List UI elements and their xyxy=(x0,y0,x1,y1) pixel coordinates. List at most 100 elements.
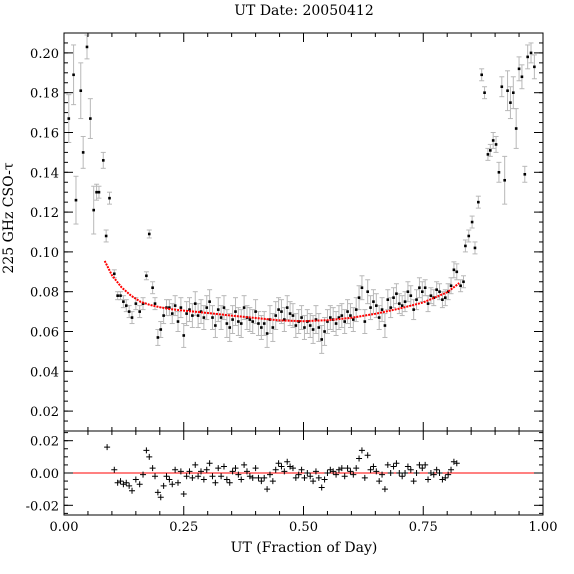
data-point xyxy=(317,326,321,329)
data-point xyxy=(423,286,427,290)
data-point xyxy=(202,316,206,319)
data-point xyxy=(438,290,441,293)
residual-point xyxy=(129,487,136,494)
data-point xyxy=(311,328,315,331)
data-point xyxy=(196,314,200,317)
residual-point xyxy=(149,465,156,472)
data-point xyxy=(340,314,344,317)
residual-point xyxy=(410,478,417,485)
data-point xyxy=(429,294,433,297)
data-point xyxy=(156,336,160,339)
residual-point xyxy=(361,474,368,481)
data-point xyxy=(503,178,506,182)
data-point xyxy=(473,246,477,250)
residual-point xyxy=(292,474,299,481)
data-point xyxy=(271,326,275,329)
data-point xyxy=(97,190,101,194)
residual-point xyxy=(180,491,187,497)
data-point xyxy=(122,300,125,303)
residual-point xyxy=(295,471,302,478)
residual-point xyxy=(436,470,443,476)
data-point xyxy=(526,55,529,59)
data-point xyxy=(173,304,177,307)
data-point xyxy=(459,284,462,288)
residual-point xyxy=(243,468,250,475)
data-point xyxy=(314,318,318,321)
data-point xyxy=(242,306,246,309)
data-point xyxy=(392,296,395,299)
residual-point xyxy=(203,466,210,473)
data-point xyxy=(512,91,515,94)
residual-point xyxy=(163,473,170,480)
residual-point xyxy=(407,466,414,473)
resid-y-tick-label: 0.00 xyxy=(30,467,59,482)
data-point xyxy=(138,310,141,313)
residual-point xyxy=(154,489,161,496)
residual-point xyxy=(402,470,409,476)
main-y-tick-label: 0.06 xyxy=(30,326,59,341)
main-y-tick-label: 0.04 xyxy=(30,365,59,380)
residual-point xyxy=(160,482,167,489)
residual-point xyxy=(379,471,386,478)
data-point xyxy=(162,314,165,317)
data-point xyxy=(415,298,418,301)
data-point xyxy=(228,326,232,329)
data-point xyxy=(509,101,512,104)
residual-point xyxy=(422,461,429,468)
data-point xyxy=(72,73,75,77)
residual-point xyxy=(258,478,265,485)
resid-x-tick-label: 0.50 xyxy=(289,520,318,535)
residual-point xyxy=(132,476,139,483)
data-point xyxy=(369,306,372,309)
data-point xyxy=(294,324,298,327)
data-point xyxy=(418,286,421,290)
residual-point xyxy=(126,482,133,489)
residual-point xyxy=(445,471,452,478)
main-y-tick-label: 0.18 xyxy=(30,87,59,102)
data-point xyxy=(257,322,260,325)
data-point xyxy=(517,67,521,71)
data-point xyxy=(398,302,401,305)
data-point xyxy=(130,316,134,319)
data-point xyxy=(477,200,480,204)
data-point xyxy=(116,294,119,297)
y-axis-label: 225 GHz CSO-τ xyxy=(1,162,17,273)
data-point xyxy=(211,316,214,319)
data-point xyxy=(494,143,498,146)
residual-point xyxy=(381,486,388,493)
data-point xyxy=(375,304,378,307)
data-point xyxy=(449,284,453,288)
data-point xyxy=(483,91,486,94)
residual-point xyxy=(275,460,282,467)
data-point xyxy=(101,159,105,162)
data-point xyxy=(489,149,492,152)
residual-point xyxy=(312,468,319,475)
residual-point xyxy=(229,468,236,475)
residual-point xyxy=(172,466,179,473)
data-point xyxy=(112,272,116,276)
residual-point xyxy=(136,481,143,488)
residual-point xyxy=(419,465,426,472)
residual-point xyxy=(298,466,305,473)
data-point xyxy=(176,320,180,323)
data-point xyxy=(326,320,329,323)
data-point xyxy=(435,288,438,292)
data-point xyxy=(251,320,255,323)
data-point xyxy=(216,308,220,311)
residual-point xyxy=(104,444,111,451)
data-point xyxy=(334,322,338,325)
residual-point xyxy=(367,466,374,473)
data-point xyxy=(420,290,424,293)
data-point xyxy=(89,117,92,120)
residual-point xyxy=(370,463,377,470)
data-point xyxy=(254,310,257,313)
residual-point xyxy=(281,468,288,475)
residual-point xyxy=(416,461,423,468)
residual-point xyxy=(442,474,449,481)
residual-point xyxy=(200,476,207,483)
residual-point xyxy=(255,474,262,481)
residual-point xyxy=(448,466,455,473)
residual-point xyxy=(261,474,268,481)
data-point xyxy=(108,196,111,200)
